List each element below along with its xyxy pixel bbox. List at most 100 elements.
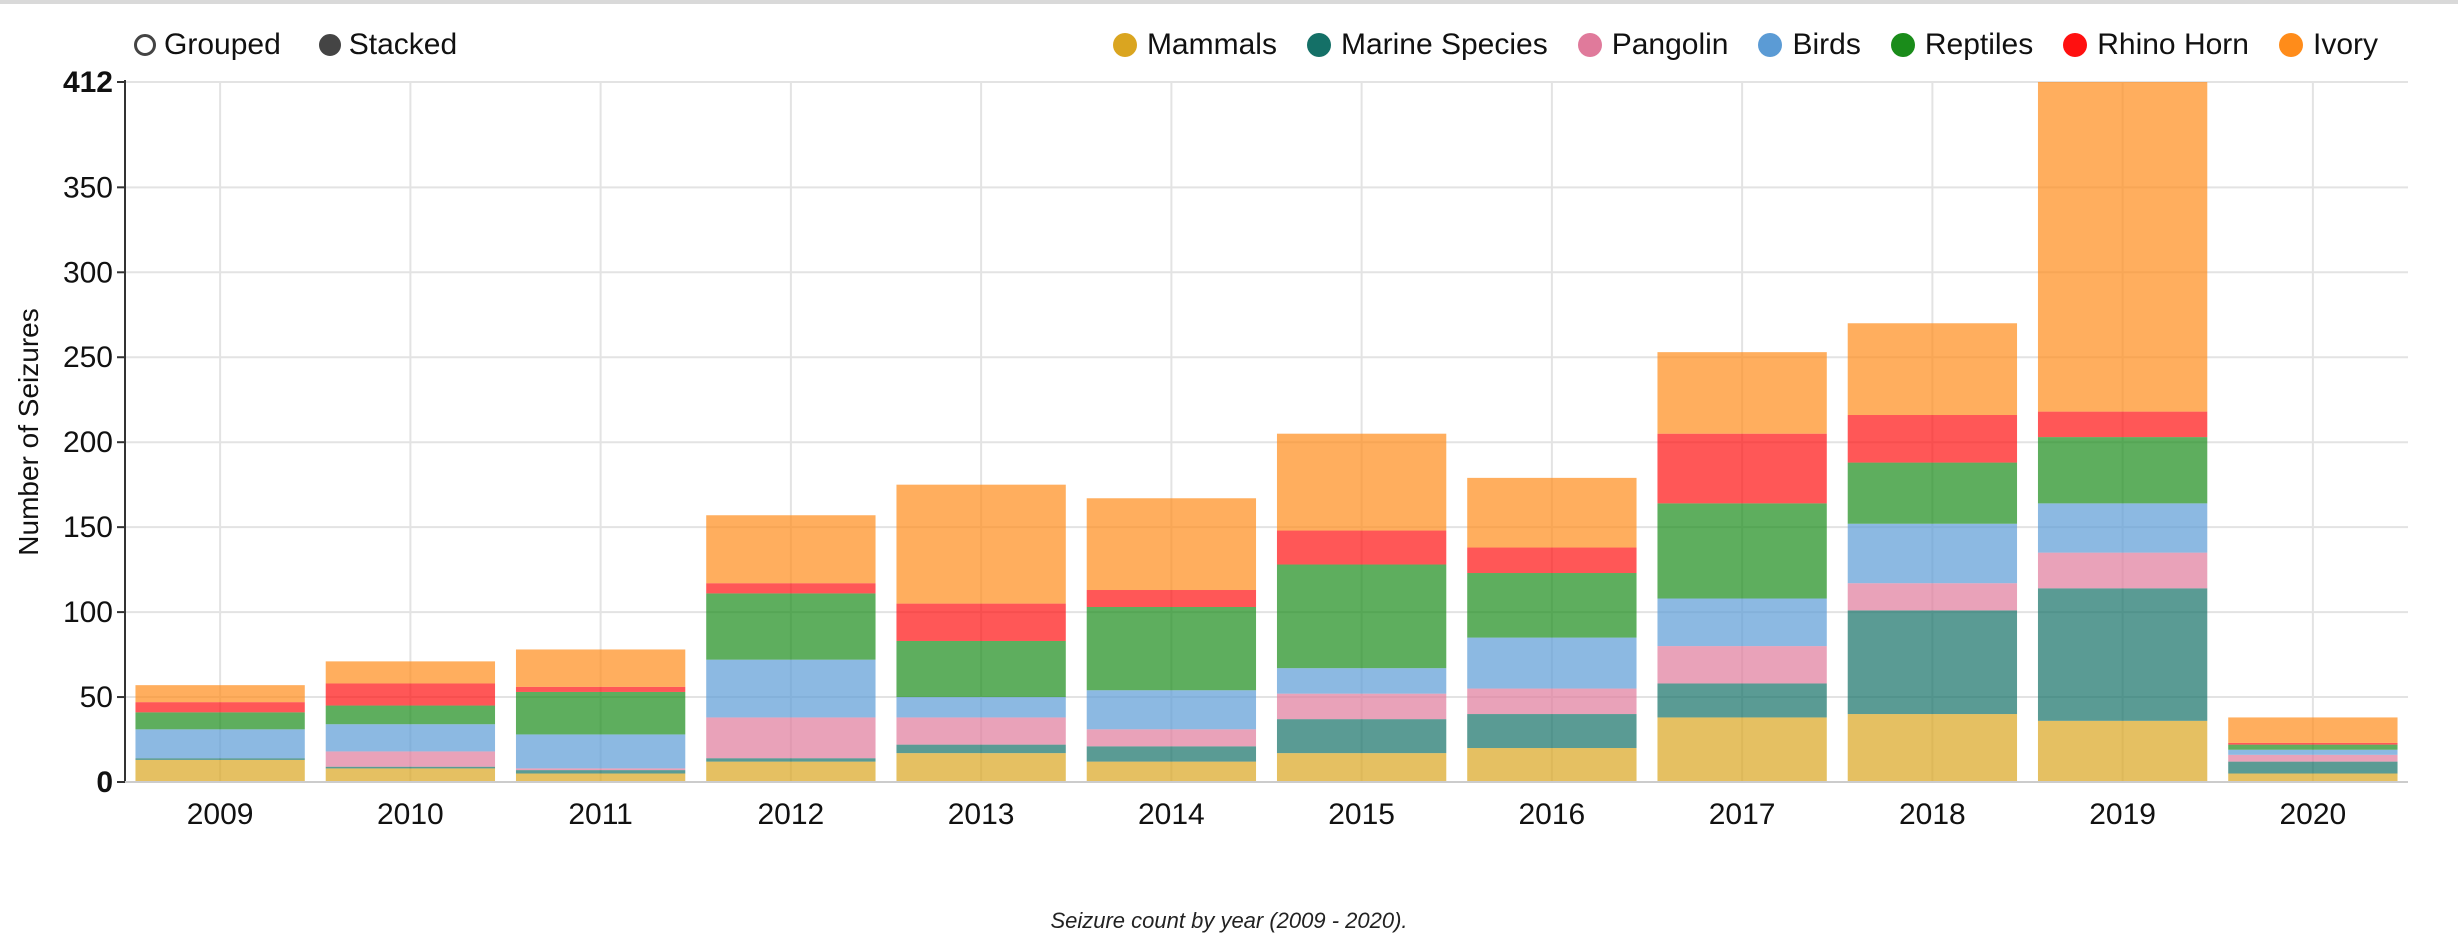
x-tick-label: 2010 — [377, 798, 444, 831]
x-tick-label: 2015 — [1328, 798, 1395, 831]
bar-segment-rhino-horn — [1467, 547, 1637, 574]
stacked-label: Stacked — [348, 28, 458, 61]
bar-segment-mammals — [706, 761, 876, 782]
legend-label: Pangolin — [1611, 28, 1729, 61]
x-tick-label: 2017 — [1709, 798, 1776, 831]
x-tick-label: 2009 — [187, 798, 254, 831]
bar-segment-marine-species — [706, 758, 876, 762]
bar-segment-marine-species — [2228, 761, 2398, 774]
bar-segment-reptiles — [1276, 564, 1447, 669]
y-tick-label: 350 — [63, 171, 113, 204]
bar-segment-rhino-horn — [1847, 415, 2018, 463]
legend-item-rhino-horn[interactable]: Rhino Horn — [2063, 28, 2249, 62]
bar-segment-ivory — [135, 685, 305, 703]
bar-segment-pangolin — [1847, 583, 2018, 611]
legend-item-ivory[interactable]: Ivory — [2278, 28, 2378, 62]
bar-segment-pangolin — [706, 717, 876, 759]
legend-item-mammals[interactable]: Mammals — [1112, 28, 1277, 62]
legend-label: Birds — [1792, 28, 1861, 61]
bar-segment-reptiles — [135, 712, 305, 730]
bar-segment-mammals — [1467, 748, 1637, 782]
stacked-bar-chart: 0 50 100 150 200 250 300 350 412 2009 2010 2011 2012… — [13, 66, 2408, 831]
bar-segment-birds — [135, 729, 305, 759]
legend-dot-icon — [1306, 33, 1331, 57]
bar-segment-pangolin — [896, 717, 1066, 745]
bar-segment-pangolin — [1467, 688, 1637, 715]
bar-segment-rhino-horn — [1086, 590, 1257, 607]
legend-item-birds[interactable]: Birds — [1758, 28, 1861, 62]
legend-item-reptiles[interactable]: Reptiles — [1890, 28, 2033, 62]
bar-segment-reptiles — [706, 593, 876, 660]
bar-segment-mammals — [325, 768, 496, 782]
bar-segment-mammals — [515, 773, 686, 782]
bar-segment-birds — [1657, 598, 1827, 647]
y-axis-title: Number of Seizures — [13, 308, 44, 555]
bar-segment-mammals — [1847, 714, 2018, 782]
bar-segment-birds — [2228, 749, 2398, 755]
bar-segment-mammals — [1657, 717, 1827, 782]
bar-segment-reptiles — [1657, 503, 1827, 599]
x-tick-label: 2016 — [1519, 798, 1586, 831]
chart-caption: Seizure count by year (2009 - 2020). — [1050, 908, 1408, 933]
bar-segment-birds — [1086, 690, 1257, 730]
bar-segment-pangolin — [1276, 693, 1447, 720]
bar-segment-marine-species — [515, 770, 686, 774]
chart-mode-toggle: Grouped Stacked — [134, 28, 457, 62]
bar-segment-ivory — [325, 661, 496, 684]
x-tick-label: 2020 — [2280, 798, 2347, 831]
bar-segment-rhino-horn — [1657, 433, 1827, 504]
bar-segment-marine-species — [896, 744, 1066, 754]
bar-segment-birds — [706, 659, 876, 718]
bar-segment-mammals — [135, 759, 305, 782]
bar-segment-reptiles — [515, 691, 686, 735]
radio-unchecked-icon — [134, 34, 156, 56]
bar-segment-mammals — [1086, 761, 1257, 782]
x-tick-label: 2011 — [568, 798, 633, 831]
x-tick-label: 2013 — [948, 798, 1015, 831]
top-divider — [0, 0, 2458, 4]
stacked-radio[interactable]: Stacked — [318, 28, 458, 62]
bar-segment-mammals — [2037, 720, 2208, 782]
bar-segment-rhino-horn — [1276, 530, 1447, 565]
bar-segment-marine-species — [1086, 746, 1257, 762]
bar-segment-birds — [2037, 503, 2208, 553]
bar-segment-rhino-horn — [706, 583, 876, 594]
legend-dot-icon — [1577, 33, 1602, 57]
bar-segment-ivory — [2037, 82, 2208, 412]
grouped-label: Grouped — [164, 28, 281, 61]
bar-segment-ivory — [706, 515, 876, 584]
legend-dot-icon — [1890, 33, 1915, 57]
y-tick-label: 250 — [63, 341, 113, 374]
bar-segment-ivory — [2228, 717, 2398, 743]
x-tick-label: 2018 — [1899, 798, 1966, 831]
legend-item-pangolin[interactable]: Pangolin — [1577, 28, 1729, 62]
bar-segment-rhino-horn — [135, 702, 305, 713]
y-tick-label: 300 — [63, 256, 113, 289]
bar-segment-rhino-horn — [325, 683, 496, 706]
y-tick-label: 100 — [63, 596, 113, 629]
bar-segment-ivory — [1657, 352, 1827, 434]
bar-segment-ivory — [1847, 323, 2018, 416]
legend-item-marine-species[interactable]: Marine Species — [1306, 28, 1548, 62]
y-tick-label: 200 — [63, 426, 113, 459]
bar-segment-reptiles — [1467, 573, 1637, 638]
bar-segment-rhino-horn — [896, 603, 1066, 641]
bar-segment-pangolin — [1086, 729, 1257, 747]
bar-segment-ivory — [515, 649, 686, 687]
bar-segment-reptiles — [2228, 744, 2398, 750]
y-tick-label: 412 — [63, 66, 113, 99]
bar-segment-rhino-horn — [2037, 411, 2208, 438]
bar-segment-pangolin — [1657, 646, 1827, 684]
chart-legend: Mammals Marine Species Pangolin Birds Re… — [1112, 28, 2378, 62]
bar-segment-ivory — [1086, 498, 1257, 591]
bar-segment-birds — [1847, 523, 2018, 584]
bar-segment-reptiles — [896, 640, 1066, 698]
y-tick-label: 150 — [63, 511, 113, 544]
y-tick-label: 0 — [96, 766, 113, 799]
grouped-radio[interactable]: Grouped — [134, 28, 281, 62]
bar-segment-pangolin — [325, 751, 496, 767]
bar-segment-birds — [1276, 668, 1447, 694]
legend-dot-icon — [2063, 33, 2088, 57]
legend-dot-icon — [2278, 33, 2303, 57]
bar-segment-pangolin — [2228, 754, 2398, 762]
